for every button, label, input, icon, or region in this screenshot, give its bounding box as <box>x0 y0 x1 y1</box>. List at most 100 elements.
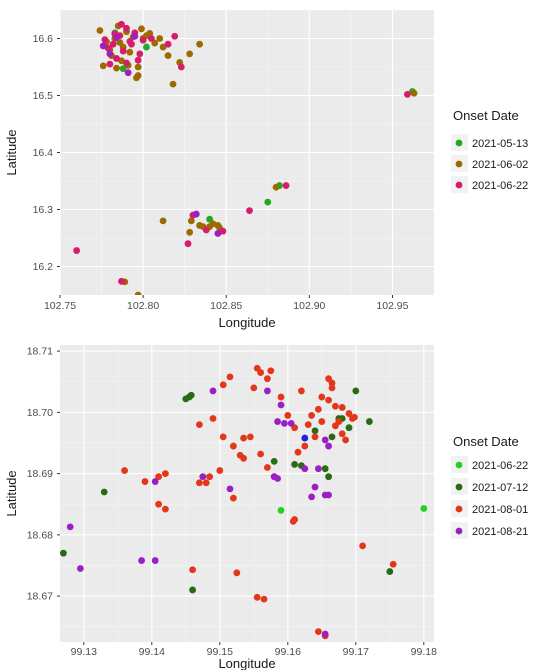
x-tick-label: 99.14 <box>139 646 165 658</box>
legend-key <box>455 139 463 147</box>
data-point <box>209 387 217 395</box>
data-point <box>321 465 329 473</box>
data-point <box>351 413 358 421</box>
data-point <box>206 473 214 481</box>
data-point <box>100 488 108 496</box>
data-point <box>186 228 194 236</box>
data-point <box>338 404 346 411</box>
legend-label: 2021-05-13 <box>472 138 528 150</box>
data-point <box>308 493 315 501</box>
data-point <box>99 62 107 70</box>
data-point <box>214 222 222 229</box>
data-point <box>325 491 332 499</box>
y-tick-label: 16.3 <box>33 204 54 216</box>
data-point <box>345 410 353 417</box>
data-point <box>298 387 305 395</box>
data-point <box>301 465 309 473</box>
data-point <box>119 65 127 73</box>
data-point <box>328 384 336 392</box>
data-point <box>294 448 302 456</box>
y-tick-label: 16.5 <box>33 90 54 102</box>
y-tick-label: 16.6 <box>33 33 54 45</box>
data-point <box>272 183 280 191</box>
data-point <box>196 421 203 429</box>
data-point <box>289 517 297 525</box>
data-point <box>366 418 373 425</box>
data-point <box>274 475 281 482</box>
y-tick-label: 18.68 <box>27 529 53 541</box>
x-axis-title: Longitude <box>218 315 275 330</box>
data-point <box>389 560 397 568</box>
data-point <box>189 566 197 574</box>
data-point <box>253 593 261 601</box>
data-point <box>151 478 159 485</box>
data-point <box>189 586 197 594</box>
data-point <box>159 43 167 51</box>
data-point <box>196 222 204 229</box>
data-point <box>138 557 146 564</box>
data-point <box>359 542 366 550</box>
data-point <box>325 396 332 404</box>
data-point <box>123 24 130 32</box>
data-point <box>219 381 227 389</box>
data-point <box>141 478 149 485</box>
data-point <box>325 473 332 481</box>
data-point <box>202 226 210 234</box>
x-axis-title: Longitude <box>218 656 275 670</box>
data-point <box>187 391 195 399</box>
data-point <box>410 89 418 97</box>
data-point <box>134 56 142 64</box>
x-tick-label: 102.90 <box>293 300 325 312</box>
legend-key <box>455 181 463 189</box>
data-point <box>124 69 132 77</box>
data-point <box>136 50 144 58</box>
x-tick-label: 99.15 <box>207 646 233 658</box>
data-point <box>304 421 312 429</box>
data-point <box>321 436 329 444</box>
data-point <box>311 427 319 435</box>
data-point <box>126 37 134 45</box>
x-tick-label: 99.18 <box>411 646 437 658</box>
data-point <box>60 549 67 557</box>
data-point <box>151 557 159 564</box>
data-point <box>106 60 114 68</box>
x-tick-label: 102.85 <box>210 300 242 312</box>
legend-key <box>455 461 463 469</box>
data-point <box>164 40 172 48</box>
data-point <box>187 217 195 225</box>
data-point <box>143 43 150 51</box>
data-point <box>342 436 349 444</box>
data-point <box>134 63 142 71</box>
data-point <box>321 630 329 638</box>
data-point <box>113 55 120 62</box>
data-point <box>277 401 285 409</box>
data-point <box>301 442 309 450</box>
data-point <box>209 415 217 422</box>
data-point <box>284 412 292 419</box>
data-point <box>73 247 81 254</box>
data-point <box>332 422 339 430</box>
legend: Onset Date 2021-06-22 2021-07-12 2021-08-01… <box>451 434 528 539</box>
data-point <box>287 419 295 427</box>
legend-label: 2021-06-22 <box>472 180 528 192</box>
data-point <box>264 198 272 206</box>
data-point <box>131 32 139 40</box>
data-point <box>257 450 264 458</box>
data-point <box>250 384 258 392</box>
x-tick-label: 102.95 <box>376 300 408 312</box>
legend-key <box>455 160 463 168</box>
data-point <box>277 506 285 514</box>
data-point <box>315 465 322 473</box>
data-point <box>328 433 336 441</box>
data-point <box>328 379 336 387</box>
data-point <box>352 387 360 395</box>
data-point <box>247 433 254 441</box>
y-tick-label: 18.71 <box>27 346 53 358</box>
data-points <box>73 20 418 295</box>
legend-label: 2021-08-21 <box>472 526 528 538</box>
data-point <box>404 90 411 98</box>
data-point <box>119 47 127 55</box>
data-point <box>126 48 134 56</box>
data-point <box>199 473 207 481</box>
data-point <box>301 434 309 442</box>
